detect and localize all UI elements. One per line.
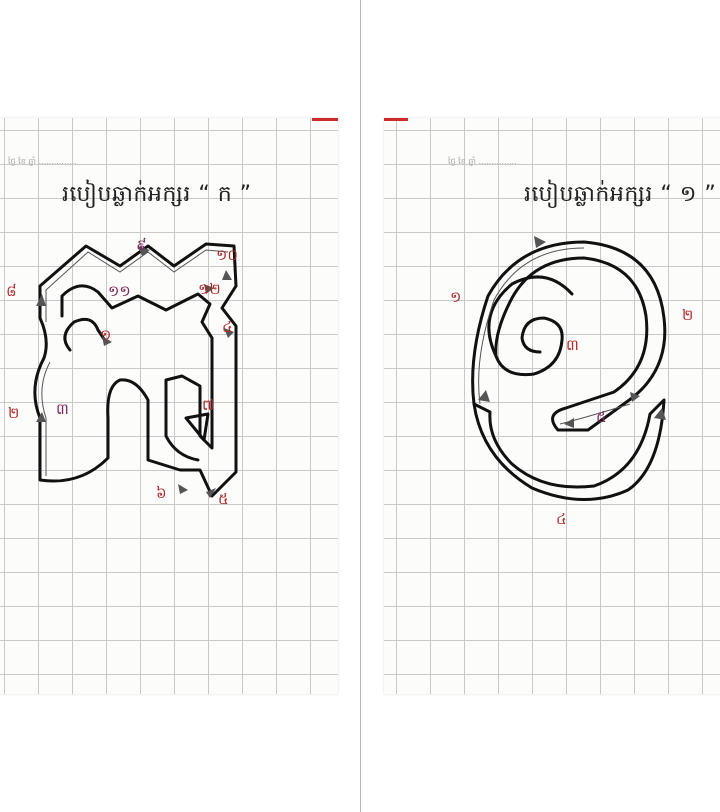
numeral-one-diagram: ១ ២ ៣ ៤ ៥ [450, 236, 693, 528]
arrow-head [204, 284, 214, 294]
stroke-number: ១ [450, 288, 461, 306]
stroke-number: ១ [100, 326, 111, 344]
stroke-number: ៣ [56, 400, 69, 418]
stroke-number: ១២ [198, 280, 221, 298]
stroke-direction-arrows [36, 246, 234, 498]
stroke-number: ៦ [156, 484, 167, 502]
arrow-head [36, 294, 46, 306]
numeral-one-guide-line [478, 247, 585, 405]
stroke-number: ៤ [222, 318, 233, 336]
letter-ka-outline-outer [33, 242, 238, 498]
stroke-number: ២ [8, 404, 19, 422]
arrow-head [138, 246, 150, 256]
header-note: ថ្ងៃ ខែ ឆ្នាំ ............... [8, 157, 77, 166]
numeral-one-outline-outer [471, 240, 667, 432]
stroke-number: ៥ [596, 408, 607, 426]
stroke-number: ៤ [556, 510, 567, 528]
arrow-head [478, 390, 490, 402]
letter-ka-outline-inner [60, 284, 214, 462]
arrow-head [564, 418, 574, 428]
arrow-head [222, 270, 232, 280]
numeral-one-tail [472, 398, 666, 502]
letter-ka-diagram: ១ ២ ៣ ៤ ៥ ៦ ៧ ៨ ៩ ១០ ១១ ១២ [6, 236, 238, 508]
stroke-number: ៥ [218, 490, 229, 508]
worksheet-page-left: ថ្ងៃ ខែ ឆ្នាំ ............... របៀបឆ្លាក់… [0, 118, 338, 694]
stroke-direction-arrows [478, 236, 666, 428]
worksheet-page-right: ថ្ងៃ ខែ ឆ្នាំ ............... របៀបឆ្លាក់… [384, 118, 720, 694]
stroke-number: ៧ [202, 396, 214, 414]
stroke-number: ១១ [108, 282, 131, 300]
letter-ka-inner-loop [63, 317, 108, 352]
page-tab-marker [312, 118, 338, 121]
header-note: ថ្ងៃ ខែ ឆ្នាំ ............... [448, 157, 517, 166]
page-title: របៀបឆ្លាក់អក្សរ “ ក ” [62, 182, 252, 207]
arrow-head [630, 392, 640, 402]
stroke-number: ៣ [566, 336, 579, 354]
letter-ka-guide-line [45, 249, 229, 322]
arrow-head [102, 336, 112, 346]
arrow-head [36, 412, 46, 422]
stroke-number: ១០ [216, 246, 238, 264]
letter-ka-stem [184, 412, 210, 442]
stroke-number: ៨ [6, 282, 17, 300]
arrow-head [654, 408, 666, 420]
arrow-head [224, 328, 234, 338]
arrow-head [534, 236, 546, 248]
arrow-head [178, 484, 188, 494]
numeral-one-inner-curl [487, 275, 574, 358]
stroke-number: ៩ [136, 236, 147, 254]
page-tab-marker [384, 118, 408, 121]
page-divider [360, 0, 361, 812]
page-title: របៀបឆ្លាក់អក្សរ “ ១ ” [524, 182, 717, 207]
arrow-head [206, 488, 216, 498]
stroke-number: ២ [682, 306, 693, 324]
